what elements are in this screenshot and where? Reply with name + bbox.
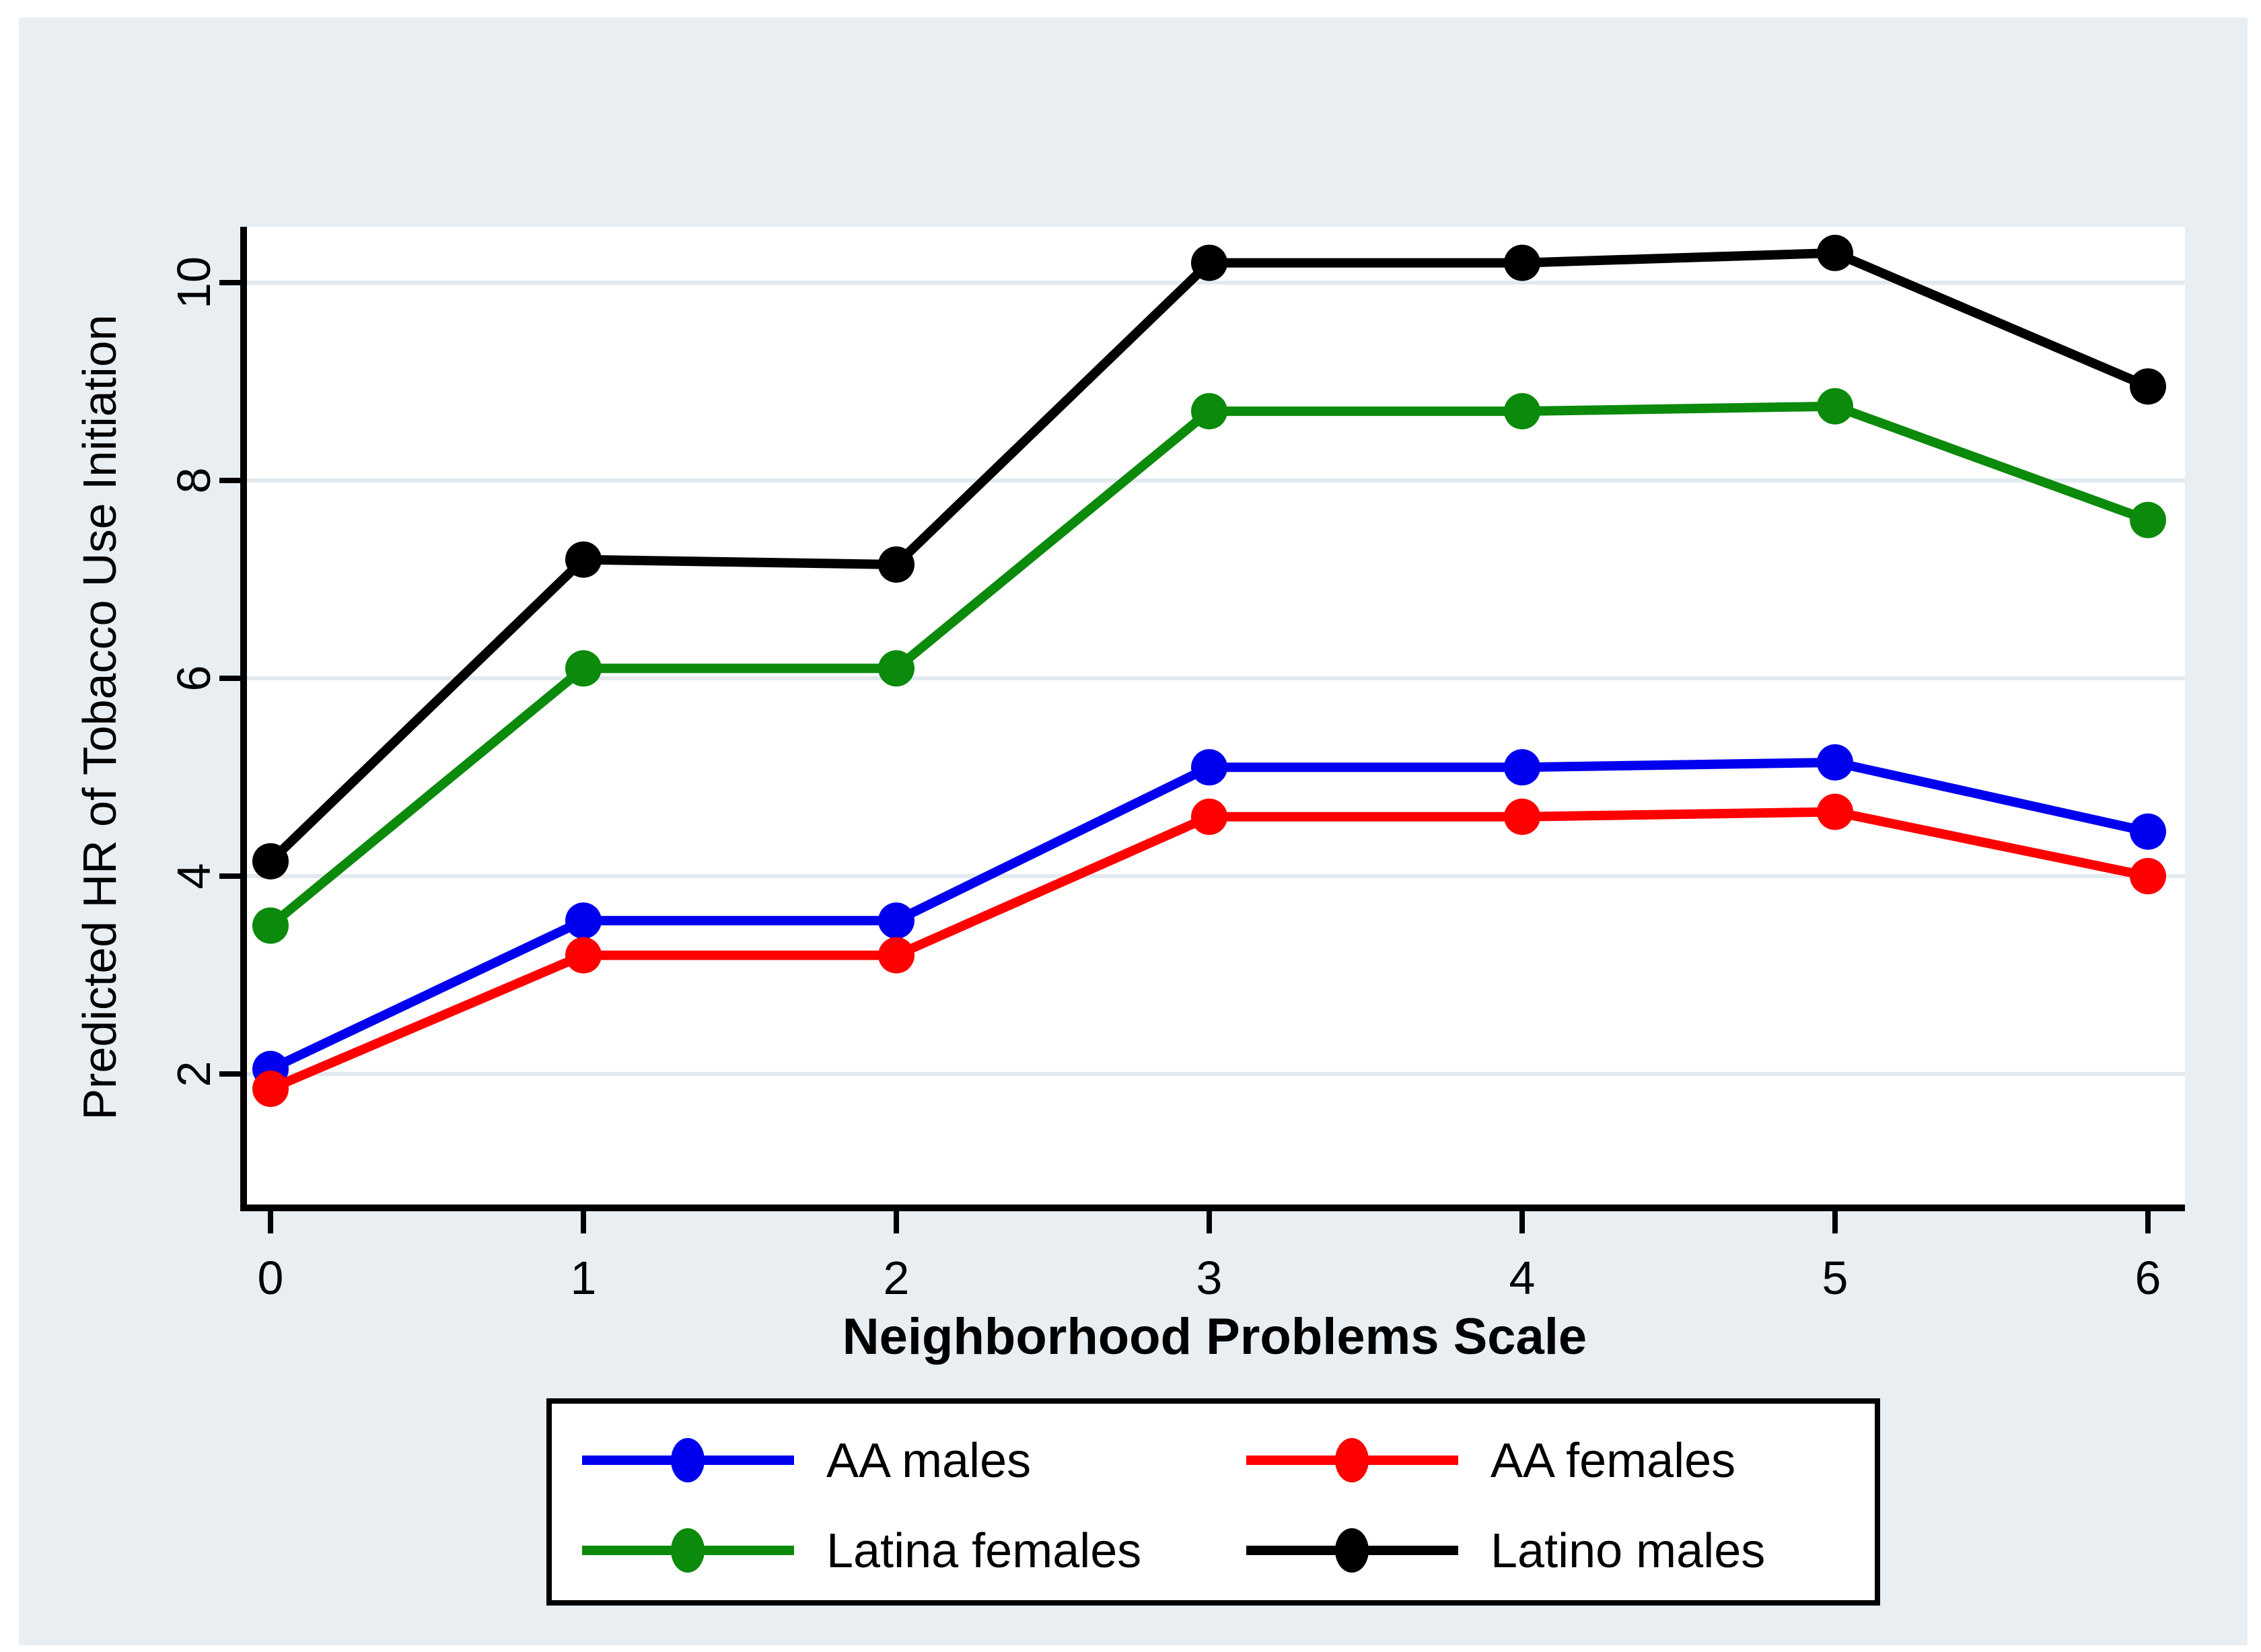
legend-item-aa-females: AA females — [1246, 1434, 1735, 1488]
data-point-aa-females-x3 — [1191, 798, 1227, 835]
x-tick-label-2: 2 — [884, 1252, 910, 1304]
data-point-latino-males-x2 — [878, 546, 914, 583]
data-point-latino-males-x6 — [2130, 368, 2166, 405]
data-point-aa-males-x5 — [1817, 744, 1853, 781]
data-point-latina-females-x4 — [1504, 393, 1540, 430]
x-tick-label-0: 0 — [258, 1252, 284, 1304]
legend-item-aa-males: AA males — [582, 1434, 1031, 1488]
legend-item-latino-males: Latino males — [1246, 1524, 1765, 1578]
data-point-aa-males-x6 — [2130, 813, 2166, 850]
data-point-latina-females-x2 — [878, 650, 914, 687]
data-point-aa-females-x1 — [565, 937, 602, 974]
legend-label-latina-females: Latina females — [826, 1524, 1141, 1578]
legend-label-aa-males: AA males — [826, 1434, 1031, 1488]
y-tick-label-8: 8 — [168, 468, 220, 494]
plot-area — [244, 227, 2185, 1208]
tick-marks-and-labels: 2 4 6 8 10 0 1 2 3 4 5 6 — [168, 256, 2161, 1304]
data-point-latino-males-x3 — [1191, 244, 1227, 281]
data-point-aa-males-x2 — [878, 902, 914, 939]
data-point-aa-females-x6 — [2130, 858, 2166, 894]
legend-box — [546, 1398, 1880, 1606]
data-point-latina-females-x0 — [252, 907, 289, 944]
data-point-latina-females-x6 — [2130, 501, 2166, 538]
y-tick-label-4: 4 — [168, 863, 220, 890]
data-point-latina-females-x3 — [1191, 393, 1227, 430]
legend-item-latina-females: Latina females — [582, 1524, 1141, 1578]
y-tick-label-10: 10 — [168, 256, 220, 309]
data-point-aa-females-x4 — [1504, 798, 1540, 835]
data-point-aa-females-x0 — [252, 1071, 289, 1108]
data-point-aa-males-x1 — [565, 902, 602, 939]
data-point-aa-females-x5 — [1817, 793, 1853, 830]
x-tick-label-5: 5 — [1822, 1252, 1849, 1304]
x-tick-label-4: 4 — [1509, 1252, 1536, 1304]
data-point-latino-males-x4 — [1504, 244, 1540, 281]
legend-swatch-dot-aa-females — [1335, 1438, 1369, 1482]
data-point-latino-males-x5 — [1817, 234, 1853, 271]
x-tick-label-3: 3 — [1196, 1252, 1223, 1304]
series-lines — [252, 234, 2166, 1108]
data-point-latino-males-x1 — [565, 541, 602, 578]
data-point-aa-males-x4 — [1504, 749, 1540, 786]
y-tick-label-2: 2 — [168, 1061, 220, 1087]
legend-label-aa-females: AA females — [1491, 1434, 1735, 1488]
x-axis-title: Neighborhood Problems Scale — [842, 1308, 1587, 1365]
x-tick-label-6: 6 — [2135, 1252, 2161, 1304]
data-point-latino-males-x0 — [252, 842, 289, 879]
legend: AA males AA females Latina females Latino m… — [546, 1398, 1880, 1606]
legend-swatch-dot-aa-males — [671, 1438, 705, 1482]
legend-swatch-dot-latino-males — [1335, 1528, 1369, 1573]
data-point-aa-females-x2 — [878, 937, 914, 974]
data-point-latina-females-x5 — [1817, 388, 1853, 425]
legend-swatch-dot-latina-females — [671, 1528, 705, 1573]
data-point-latina-females-x1 — [565, 650, 602, 687]
data-point-aa-males-x3 — [1191, 749, 1227, 786]
y-tick-label-6: 6 — [168, 666, 220, 692]
y-axis-title: Predicted HR of Tobacco Use Initiation — [73, 314, 126, 1120]
x-tick-label-1: 1 — [571, 1252, 597, 1304]
legend-label-latino-males: Latino males — [1491, 1524, 1765, 1578]
axes — [240, 227, 2185, 1211]
